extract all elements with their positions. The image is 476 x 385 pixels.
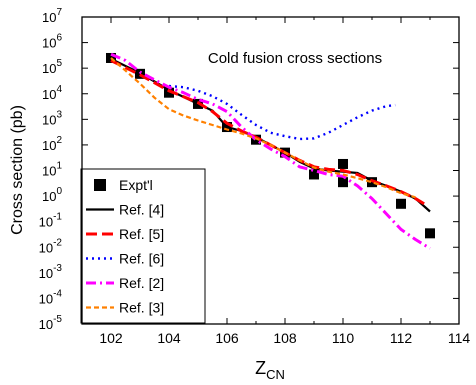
x-axis-label: ZCN — [255, 358, 285, 382]
data-point-expt — [106, 52, 116, 63]
y-tick-label: 100 — [42, 186, 62, 204]
y-tick-label: 10-3 — [39, 263, 63, 281]
y-axis-label: Cross section (pb) — [9, 105, 26, 235]
plot-frame — [81, 16, 460, 325]
series-3-line — [168, 84, 396, 141]
x-tick-label: 110 — [332, 330, 355, 346]
y-tick-label: 104 — [42, 84, 62, 102]
chart-annotation: Cold fusion cross sections — [208, 50, 382, 67]
x-axis-label-main: Z — [255, 358, 266, 378]
y-tick-label: 106 — [42, 33, 62, 51]
data-point-expt — [396, 198, 406, 209]
x-tick-label: 112 — [390, 330, 413, 346]
x-tick-label: 108 — [273, 330, 297, 346]
legend-marker — [94, 179, 106, 191]
data-point-expt — [164, 87, 174, 98]
x-tick-label: 114 — [448, 330, 471, 346]
x-tick-label: 106 — [215, 330, 239, 346]
legend-label: Ref. [5] — [119, 226, 164, 242]
series-4-line — [110, 52, 431, 250]
data-point-expt — [251, 134, 261, 145]
y-tick-label: 10-4 — [39, 288, 63, 306]
series-layer — [106, 52, 435, 250]
legend-label: Ref. [3] — [119, 300, 164, 316]
series-2-line — [110, 59, 425, 206]
x-tick-label: 102 — [99, 330, 123, 346]
y-tick-label: 107 — [42, 7, 62, 25]
data-point-expt — [338, 158, 348, 169]
y-tick-label: 10-5 — [39, 314, 63, 332]
legend-label: Ref. [4] — [119, 202, 164, 218]
y-tick-label: 10-2 — [39, 237, 63, 255]
x-tick-label: 104 — [157, 330, 181, 346]
y-tick-label: 105 — [42, 58, 62, 76]
series-5-line — [110, 57, 416, 199]
x-axis-label-sub: CN — [266, 367, 285, 382]
data-point-expt — [338, 177, 348, 188]
data-point-expt — [309, 169, 319, 180]
y-tick-label: 103 — [42, 109, 62, 127]
legend-box — [80, 168, 206, 324]
y-tick-label: 101 — [42, 161, 62, 179]
y-tick-label: 10-1 — [39, 212, 63, 230]
data-point-expt — [425, 228, 435, 239]
legend-label: Ref. [2] — [119, 275, 164, 291]
y-tick-label: 102 — [42, 135, 62, 153]
legend-label: Expt'l — [119, 177, 153, 193]
legend-label: Ref. [6] — [119, 251, 164, 267]
tick-labels: 102 104 106 108 110 112 114 10-5 10-4 10-3 10-2 10-… — [39, 7, 471, 346]
legend: Expt'l Ref. [4] Ref. [5] Ref. [6] Ref. [2] Re… — [86, 177, 164, 316]
